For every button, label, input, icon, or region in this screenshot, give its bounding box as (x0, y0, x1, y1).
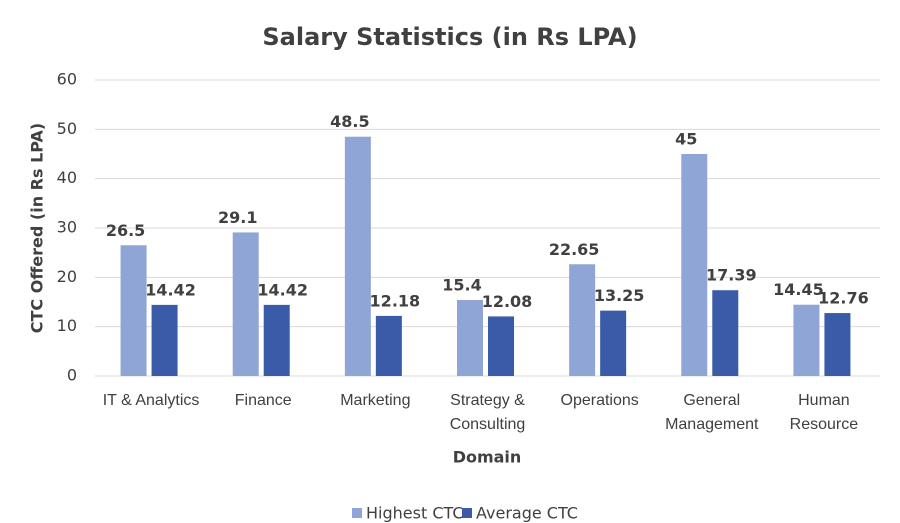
y-tick-label: 20 (57, 267, 77, 286)
data-label: 14.45 (773, 280, 824, 299)
bar (120, 245, 147, 376)
legend-label: Highest CTC (366, 504, 464, 523)
bar (457, 300, 483, 376)
x-tick-label: Finance (234, 392, 292, 409)
y-tick-label: 60 (57, 70, 77, 89)
data-label: 29.1 (218, 208, 257, 227)
chart-title: Salary Statistics (in Rs LPA) (262, 23, 637, 51)
x-tick-label: Human Resource (789, 392, 859, 433)
y-axis-title: CTC Offered (in Rs LPA) (28, 123, 47, 333)
data-label: 13.25 (594, 286, 645, 305)
bar (263, 304, 290, 376)
bar (569, 264, 596, 376)
data-label: 17.39 (706, 266, 757, 285)
x-tick-label: Marketing (340, 392, 411, 409)
x-tick-label: General Management (665, 392, 759, 433)
bar (375, 315, 402, 376)
bar (681, 154, 708, 376)
data-label: 14.42 (145, 280, 196, 299)
bar (793, 304, 820, 376)
bar (344, 136, 371, 376)
data-label: 14.42 (257, 280, 308, 299)
data-label: 12.08 (482, 292, 533, 311)
legend-swatch (352, 508, 362, 518)
data-label: 12.76 (818, 289, 869, 308)
y-tick-label: 0 (67, 366, 77, 385)
x-tick-label: Strategy & Consulting (449, 392, 526, 433)
bar (824, 313, 851, 376)
data-label: 26.5 (106, 221, 145, 240)
x-tick-label: IT & Analytics (102, 392, 200, 409)
y-tick-label: 40 (57, 168, 77, 187)
bar (232, 232, 259, 376)
y-tick-label: 30 (57, 218, 77, 237)
bar (600, 310, 627, 376)
y-tick-label: 10 (57, 316, 77, 335)
data-label: 48.5 (330, 112, 369, 131)
x-tick-label: Operations (560, 392, 639, 409)
data-label: 15.4 (442, 276, 481, 295)
bar (712, 290, 739, 376)
data-label: 22.65 (549, 240, 600, 259)
x-axis-title: Domain (453, 448, 522, 467)
data-label: 45 (675, 130, 697, 149)
legend-label: Average CTC (476, 504, 578, 523)
data-label: 12.18 (370, 291, 421, 310)
bar (488, 316, 514, 376)
bar (151, 304, 178, 376)
legend-swatch (462, 508, 472, 518)
y-tick-label: 50 (57, 119, 77, 138)
